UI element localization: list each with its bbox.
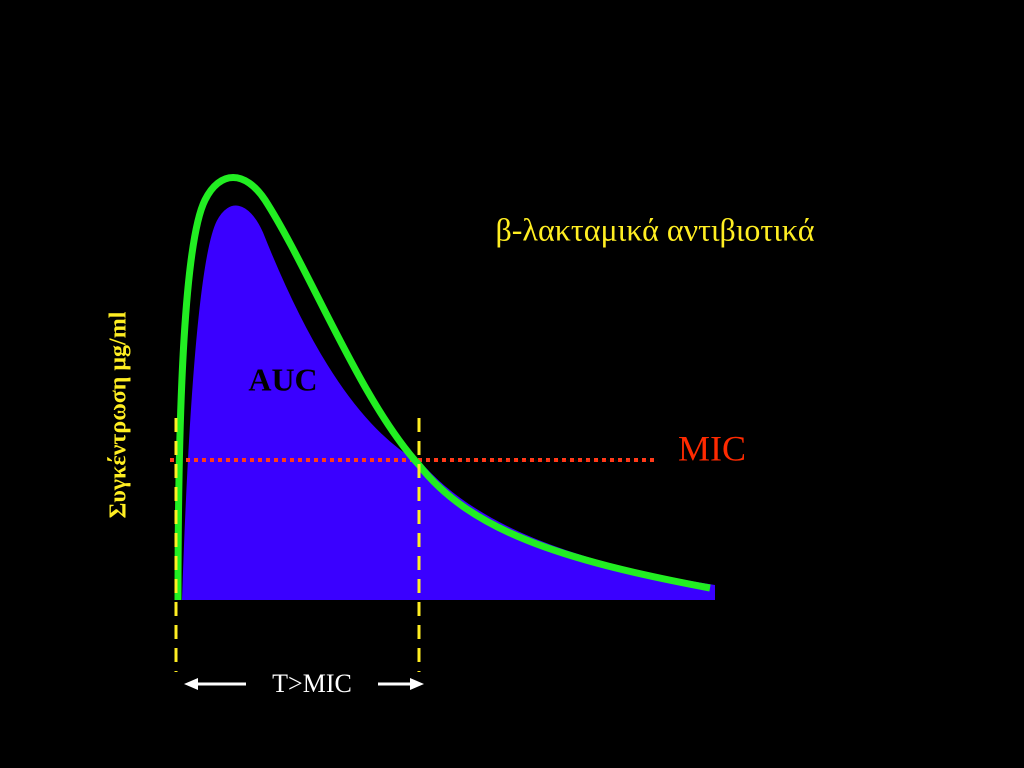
y-axis-label: Συγκέντρωση μg/ml: [106, 311, 132, 518]
auc-area: [180, 203, 715, 600]
concentration-curve: [174, 174, 711, 601]
t-arrows: [184, 678, 424, 690]
concentration-outline: [178, 201, 421, 601]
arrowhead-left: [184, 678, 198, 690]
auc-label: AUC: [248, 361, 317, 397]
title: β-λακταμικά αντιβιοτικά: [495, 211, 814, 247]
arrowhead-right: [410, 678, 424, 690]
t-over-mic-label: T>MIC: [272, 669, 352, 698]
mic-label: MIC: [678, 428, 746, 468]
